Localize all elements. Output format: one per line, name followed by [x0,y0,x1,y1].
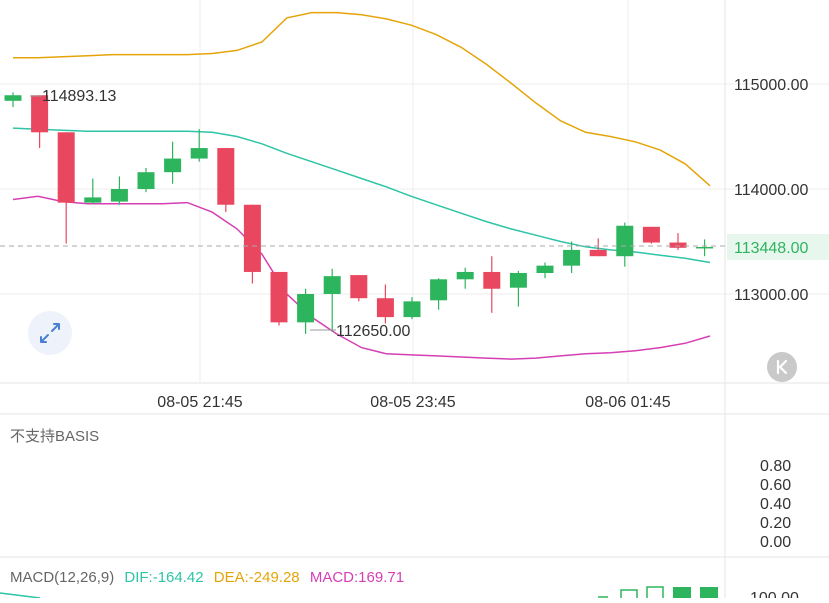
candle [536,262,554,279]
candle-body [642,226,660,243]
basis-title: 不支持BASIS [10,428,99,445]
macd-bar [700,587,718,600]
candle-body [190,148,208,159]
candle [669,233,687,250]
candle-body [57,132,75,203]
candle-body [164,158,182,173]
candle [456,267,474,289]
candle-body [243,204,261,272]
candle [190,129,208,162]
x-tick-label-0: 08-05 21:45 [157,394,243,411]
y-tick-label-1: 114000.00 [734,182,809,199]
basis-tick-1: 0.60 [760,477,791,494]
candle-body [31,95,49,133]
candle-body [323,276,341,294]
macd-bar [673,587,691,600]
candle-body [350,275,368,299]
candle-body [137,172,155,189]
candle [57,132,75,244]
candle-body [84,197,102,203]
y-tick-label-0: 115000.00 [734,77,809,94]
axis-labels: 115000.00 114000.00 113000.00 08-05 21:45 08… [157,77,808,411]
candle-body [376,298,394,318]
candle [483,256,501,313]
x-tick-label-2: 08-06 01:45 [585,394,671,411]
candle-body [536,265,554,273]
skip-left-icon [776,359,788,375]
candle [137,168,155,193]
last-price-label: 113448.00 [734,240,809,257]
basis-tick-3: 0.20 [760,515,791,532]
candle-body [509,273,527,288]
candle [164,141,182,184]
candle [217,148,235,213]
candle-body [217,148,235,205]
macd-axis-value: 100.00 [750,590,799,598]
candle [243,204,261,284]
y-tick-label-2: 113000.00 [734,287,809,304]
macd-value: MACD:169.71 [310,569,404,586]
candle [297,288,315,334]
candle [563,241,581,273]
candle-body [4,95,22,101]
candle-body [696,246,714,249]
bollinger-lower-line [12,195,711,360]
macd-dif: DIF:-164.42 [124,569,203,586]
candle [642,226,660,244]
candle [270,271,288,326]
candle-body [403,301,421,318]
macd-dea: DEA:-249.28 [214,569,300,586]
candle [110,176,128,205]
candle [589,238,607,257]
candle-body [297,294,315,323]
candle-body [456,271,474,280]
candle-body [589,249,607,257]
basis-tick-4: 0.00 [760,534,791,551]
candle-body [669,242,687,248]
last-price-tag [727,234,829,260]
high-price-marker: 114893.13 [42,88,117,105]
candle [4,92,22,108]
basis-tick-2: 0.40 [760,496,791,513]
macd-bar [620,589,638,601]
macd-title: MACD(12,26,9) [10,569,114,586]
macd-dif-line [0,592,41,599]
x-tick-label-1: 08-05 23:45 [370,394,456,411]
low-price-marker: 112650.00 [336,323,411,340]
candle-body [616,225,634,257]
candles [4,92,714,334]
macd-bar [646,586,664,601]
bollinger-bands [12,11,711,360]
candle-body [483,271,501,289]
candle-body [430,279,448,301]
candle [31,95,49,149]
candle [323,268,341,332]
candle [696,239,714,257]
basis-tick-0: 0.80 [760,458,791,475]
candle [616,222,634,267]
candle-body [110,189,128,202]
candle [376,284,394,324]
bollinger-upper-line [13,11,711,187]
expand-chart-button[interactable] [28,311,72,355]
candle-body [563,249,581,266]
bollinger-mid-line [12,127,711,264]
candle [403,297,421,320]
macd-legend: MACD(12,26,9) DIF:-164.42 DEA:-249.28 MA… [10,569,404,586]
candle [430,278,448,310]
candle-body [270,271,288,323]
candle [84,178,102,204]
scroll-to-latest-button[interactable] [767,352,797,382]
candle [509,270,527,307]
candle [350,275,368,302]
expand-arrows-icon [40,323,60,343]
